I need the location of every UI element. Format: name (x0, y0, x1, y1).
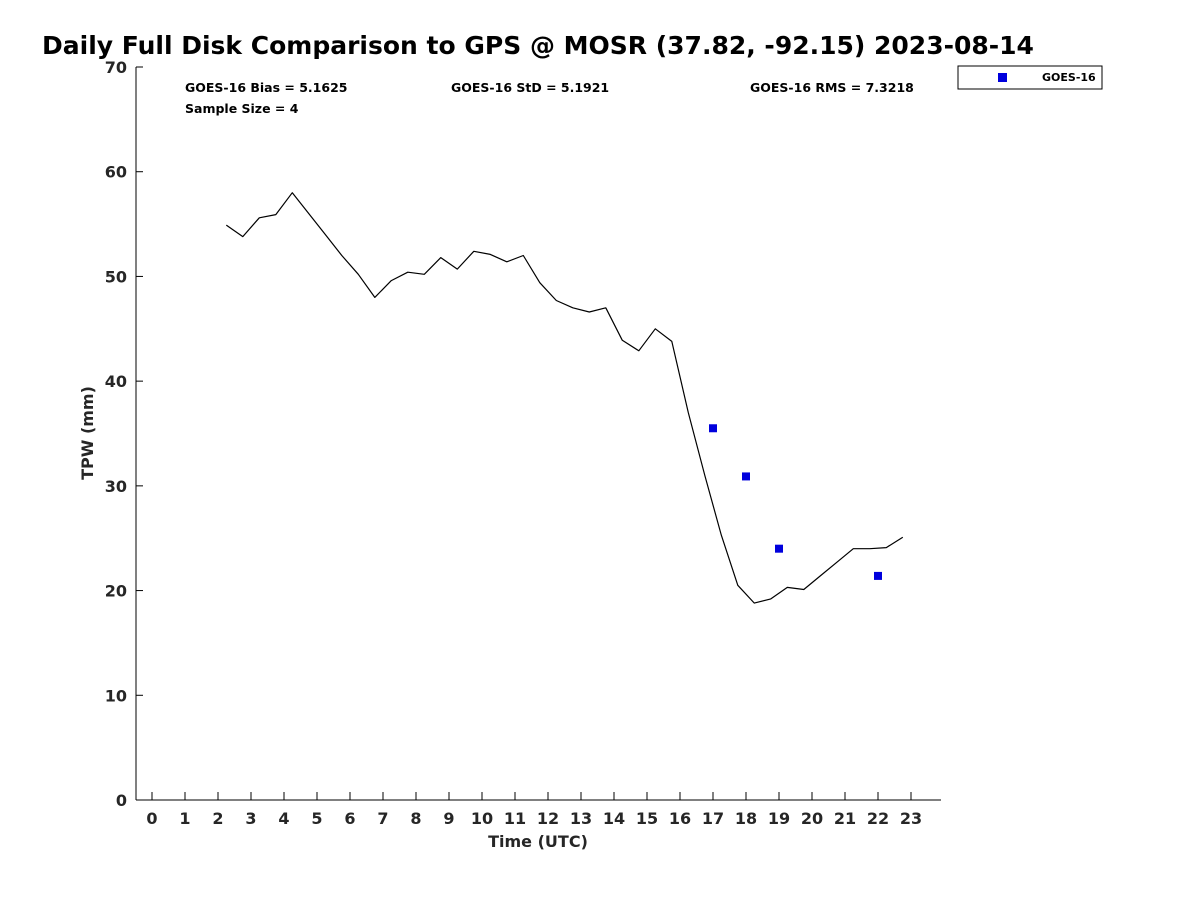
legend-marker (998, 73, 1007, 82)
x-tick-label: 1 (179, 809, 190, 828)
stat-sample-size: Sample Size = 4 (185, 101, 299, 116)
x-tick-label: 10 (471, 809, 493, 828)
x-tick-label: 13 (570, 809, 592, 828)
goes16-point (742, 472, 750, 481)
gps-tpw-line (225, 192, 904, 604)
y-tick-label: 0 (116, 791, 127, 810)
stat-std: GOES-16 StD = 5.1921 (451, 80, 609, 95)
axes (135, 67, 941, 801)
x-tick-label: 5 (311, 809, 322, 828)
x-tick-label: 16 (669, 809, 691, 828)
x-axis-label: Time (UTC) (488, 832, 588, 851)
x-tick-label: 23 (900, 809, 922, 828)
y-tick-label: 40 (105, 372, 127, 391)
x-tick-label: 9 (443, 809, 454, 828)
x-tick-label: 7 (377, 809, 388, 828)
x-ticks: 0 1 2 3 4 5 6 7 8 9 10 11 12 13 14 15 16 17 18 19 20 21 22 23 (146, 792, 922, 828)
x-tick-label: 3 (245, 809, 256, 828)
y-axis-label: TPW (mm) (78, 386, 97, 480)
y-tick-label: 30 (105, 477, 127, 496)
y-tick-label: 50 (105, 267, 127, 286)
x-tick-label: 19 (768, 809, 790, 828)
x-tick-label: 15 (636, 809, 658, 828)
x-tick-label: 22 (867, 809, 889, 828)
y-tick-label: 10 (105, 686, 127, 705)
goes16-point (709, 424, 717, 433)
x-tick-label: 20 (801, 809, 823, 828)
stat-rms: GOES-16 RMS = 7.3218 (750, 80, 914, 95)
x-tick-label: 18 (735, 809, 757, 828)
x-tick-label: 17 (702, 809, 724, 828)
x-tick-label: 4 (278, 809, 289, 828)
y-tick-label: 20 (105, 582, 127, 601)
chart-title: Daily Full Disk Comparison to GPS @ MOSR… (42, 31, 1034, 60)
x-tick-label: 21 (834, 809, 856, 828)
legend-label: GOES-16 (1042, 71, 1096, 84)
goes16-point (775, 544, 783, 553)
x-tick-label: 14 (603, 809, 625, 828)
x-tick-label: 0 (146, 809, 157, 828)
legend: GOES-16 (957, 65, 1103, 90)
x-tick-label: 8 (410, 809, 421, 828)
goes16-point (874, 571, 882, 580)
x-tick-label: 11 (504, 809, 526, 828)
stat-bias: GOES-16 Bias = 5.1625 (185, 80, 347, 95)
legend-box (957, 65, 1103, 90)
x-tick-label: 12 (537, 809, 559, 828)
y-tick-label: 60 (105, 163, 127, 182)
x-tick-label: 6 (344, 809, 355, 828)
series-layer (225, 192, 904, 604)
y-ticks: 0 10 20 30 40 50 60 70 (105, 58, 143, 810)
y-tick-label: 70 (105, 58, 127, 77)
x-tick-label: 2 (212, 809, 223, 828)
